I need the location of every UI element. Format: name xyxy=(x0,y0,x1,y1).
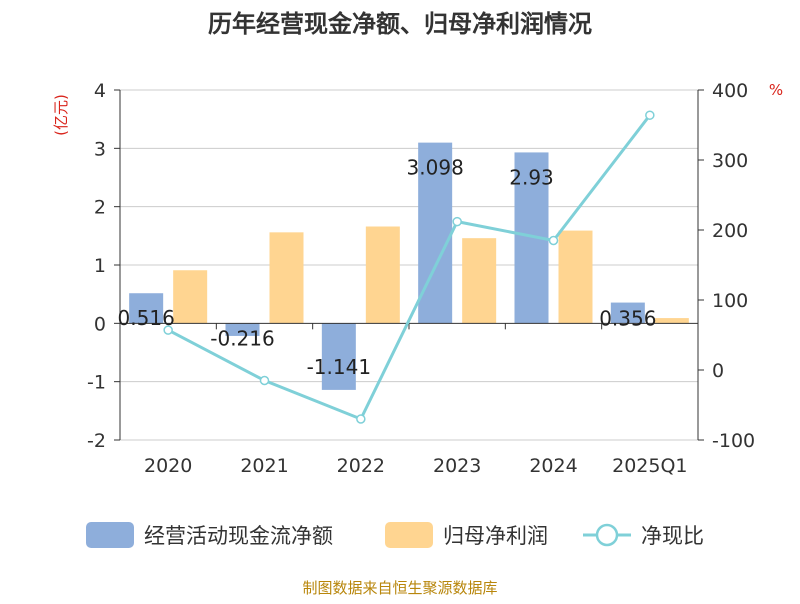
line-point xyxy=(548,235,559,246)
right-tick-label: 0 xyxy=(712,360,724,382)
category-label: 2024 xyxy=(529,455,577,477)
line-point xyxy=(163,325,173,335)
left-tick-label: 0 xyxy=(94,313,106,335)
legend-swatch xyxy=(86,522,134,548)
left-tick-label: 2 xyxy=(94,197,106,219)
legend-swatch xyxy=(385,522,433,548)
line-point xyxy=(259,375,270,386)
data-label: 2.93 xyxy=(509,165,554,189)
data-label: 3.098 xyxy=(407,156,464,180)
right-tick-label: 200 xyxy=(712,220,748,242)
bar-operating-cashflow xyxy=(610,302,645,324)
right-tick-label: 400 xyxy=(712,80,748,102)
bar-net-profit xyxy=(462,238,497,324)
data-label: -1.141 xyxy=(307,355,371,379)
category-label: 2021 xyxy=(240,455,288,477)
line-point xyxy=(645,110,655,120)
category-label: 2022 xyxy=(337,455,385,477)
bars-layer xyxy=(129,142,689,390)
legend-marker xyxy=(595,523,619,547)
category-label: 2023 xyxy=(433,455,481,477)
bar-net-profit xyxy=(365,226,400,324)
legend-label: 归母净利润 xyxy=(443,524,548,548)
bar-net-profit xyxy=(269,232,304,324)
legend: 经营活动现金流净额 归母净利润 净现比 xyxy=(86,522,704,548)
bar-operating-cashflow xyxy=(129,293,164,324)
axes-layer: -2 -1 0 1 2 3 4 -100 0 100 200 300 400 2020 2021 2022 20… xyxy=(87,80,755,477)
left-tick-label: -1 xyxy=(87,372,106,394)
bar-operating-cashflow xyxy=(321,323,356,390)
bar-net-profit xyxy=(173,270,208,324)
left-tick-label: 4 xyxy=(94,80,106,102)
left-axis-unit: (亿元) xyxy=(52,94,70,136)
line-point xyxy=(452,216,462,227)
line-layer xyxy=(163,110,655,424)
data-label: 0.356 xyxy=(599,306,656,330)
chart-title: 历年经营现金净额、归母净利润情况 xyxy=(208,10,592,38)
left-tick-label: -2 xyxy=(87,430,106,452)
line-net-cash-ratio xyxy=(167,114,652,421)
data-label: -0.216 xyxy=(210,326,274,350)
right-axis-unit: % xyxy=(769,81,783,99)
grid-layer xyxy=(120,89,698,441)
right-tick-label: 300 xyxy=(712,150,748,172)
labels-layer: 0.516 -0.216 -1.141 3.098 2.93 0.356 xyxy=(118,156,657,379)
legend-label: 经营活动现金流净额 xyxy=(144,524,333,548)
left-tick-label: 3 xyxy=(94,138,106,160)
line-point xyxy=(356,414,366,424)
bar-net-profit xyxy=(558,230,593,324)
data-label: 0.516 xyxy=(118,306,175,330)
right-tick-label: -100 xyxy=(712,430,755,452)
legend-label: 净现比 xyxy=(641,524,704,548)
bar-net-profit xyxy=(654,318,689,324)
category-label: 2020 xyxy=(144,455,192,477)
bar-operating-cashflow xyxy=(225,323,260,336)
category-label: 2025Q1 xyxy=(612,455,687,477)
left-tick-label: 1 xyxy=(94,255,106,277)
source-note: 制图数据来自恒生聚源数据库 xyxy=(302,579,497,597)
right-tick-label: 100 xyxy=(712,290,748,312)
